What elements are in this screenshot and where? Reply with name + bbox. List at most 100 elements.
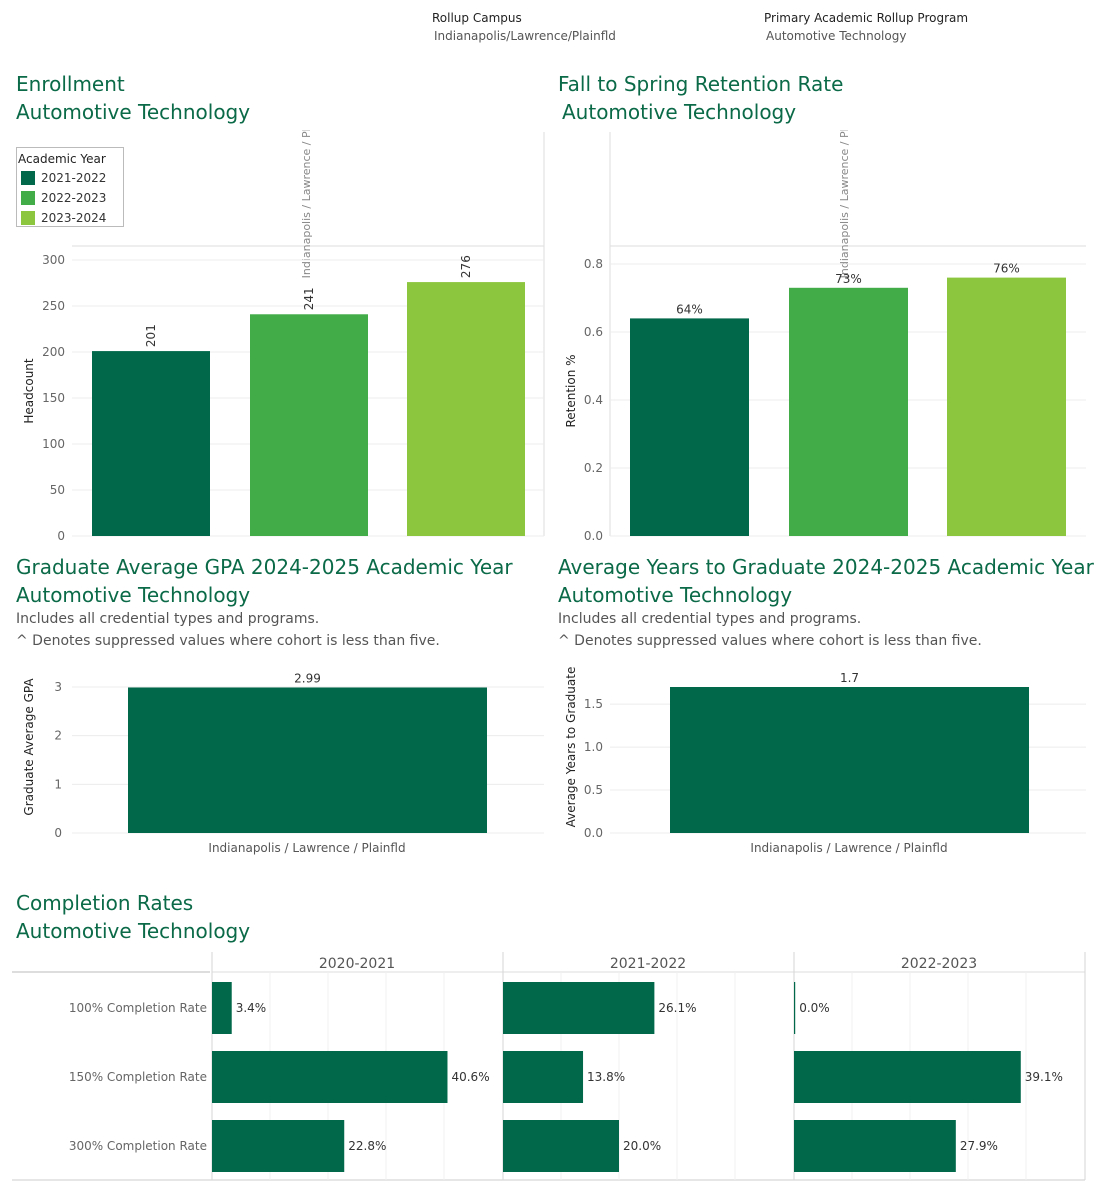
data-label: 201 xyxy=(144,324,158,347)
legend-swatch-mid xyxy=(21,191,35,205)
y-tick-label: 200 xyxy=(42,345,65,359)
completion-bar[interactable] xyxy=(212,1120,345,1172)
completion-bar[interactable] xyxy=(794,1120,956,1172)
completion-label: 3.4% xyxy=(236,1001,267,1015)
legend-item-2021-2022[interactable]: 2021-2022 xyxy=(17,168,123,188)
enrollment-subtitle: Automotive Technology xyxy=(16,100,251,124)
legend-swatch-dark xyxy=(21,171,35,185)
legend-title: Academic Year xyxy=(18,152,106,166)
enrollment-chart: Indianapolis / Lawrence / Plainfld Headc… xyxy=(22,130,545,542)
completion-label: 39.1% xyxy=(1025,1070,1063,1084)
data-label: 241 xyxy=(302,287,316,310)
legend-item-2022-2023[interactable]: 2022-2023 xyxy=(17,188,123,208)
completion-label: 13.8% xyxy=(587,1070,625,1084)
years-subtitle: Automotive Technology xyxy=(558,583,793,607)
row-label: 300% Completion Rate xyxy=(69,1139,207,1153)
retention-column-header: Indianapolis / Lawrence / Plainfld xyxy=(838,130,851,278)
retention-title: Fall to Spring Retention Rate xyxy=(558,72,844,96)
legend-label: 2022-2023 xyxy=(41,191,107,205)
legend-label: 2023-2024 xyxy=(41,211,107,225)
completion-bar[interactable] xyxy=(794,1051,1021,1103)
y-tick-label: 0 xyxy=(54,826,62,840)
retention-y-label: Retention % xyxy=(564,354,578,427)
retention-subtitle: Automotive Technology xyxy=(562,100,797,124)
completion-bar[interactable] xyxy=(503,1051,584,1103)
y-tick-label: 50 xyxy=(50,483,65,497)
data-label: 64% xyxy=(676,302,703,316)
program-filter-title: Primary Academic Rollup Program xyxy=(764,11,969,25)
y-tick-label: 0.4 xyxy=(584,393,603,407)
panel-header: 2022-2023 xyxy=(901,956,977,972)
y-tick-label: 150 xyxy=(42,391,65,405)
completion-bar[interactable] xyxy=(212,982,232,1034)
bar[interactable] xyxy=(128,687,487,833)
bar[interactable] xyxy=(670,687,1029,833)
completion-bar[interactable] xyxy=(503,1120,619,1172)
gpa-subtitle: Automotive Technology xyxy=(16,583,251,607)
completion-label: 20.0% xyxy=(623,1139,661,1153)
legend-swatch-light xyxy=(21,211,35,225)
completion-chart: 100% Completion Rate 150% Completion Rate… xyxy=(12,952,1086,1181)
years-x-category: Indianapolis / Lawrence / Plainfld xyxy=(750,841,947,855)
completion-subtitle: Automotive Technology xyxy=(16,919,251,943)
bar[interactable] xyxy=(789,287,908,536)
bar[interactable] xyxy=(630,318,749,536)
panel-header: 2021-2022 xyxy=(610,956,686,972)
bar[interactable] xyxy=(947,277,1066,536)
y-tick-label: 100 xyxy=(42,437,65,451)
y-tick-label: 0.0 xyxy=(584,529,603,542)
completion-label: 0.0% xyxy=(799,1001,830,1015)
retention-chart: Indianapolis / Lawrence / Plainfld Reten… xyxy=(564,130,1086,542)
program-filter-value[interactable]: Automotive Technology xyxy=(766,29,907,43)
gpa-chart: Graduate Average GPA Indianapolis / Lawr… xyxy=(22,671,544,855)
bar[interactable] xyxy=(92,351,210,536)
enrollment-title: Enrollment xyxy=(16,72,125,96)
gpa-x-category: Indianapolis / Lawrence / Plainfld xyxy=(208,841,405,855)
data-label: 276 xyxy=(459,255,473,278)
gpa-title: Graduate Average GPA 2024-2025 Academic … xyxy=(16,555,513,579)
completion-label: 27.9% xyxy=(960,1139,998,1153)
y-tick-label: 0.2 xyxy=(584,461,603,475)
years-note-credential: Includes all credential types and progra… xyxy=(558,611,862,627)
completion-bar[interactable] xyxy=(503,982,655,1034)
enrollment-y-label: Headcount xyxy=(22,358,36,424)
data-label: 76% xyxy=(993,262,1020,276)
enrollment-column-header: Indianapolis / Lawrence / Plainfld xyxy=(300,130,313,278)
years-chart: Average Years to Graduate Indianapolis /… xyxy=(564,667,1086,855)
data-label: 1.7 xyxy=(840,671,859,685)
completion-bar[interactable] xyxy=(212,1051,448,1103)
row-label: 100% Completion Rate xyxy=(69,1001,207,1015)
data-label: 73% xyxy=(835,272,862,286)
campus-filter-title: Rollup Campus xyxy=(432,11,522,25)
gpa-y-label: Graduate Average GPA xyxy=(22,678,36,816)
bar[interactable] xyxy=(407,282,525,536)
completion-label: 22.8% xyxy=(348,1139,386,1153)
bar[interactable] xyxy=(250,314,368,536)
y-tick-label: 0.6 xyxy=(584,325,603,339)
y-tick-label: 0 xyxy=(57,529,65,542)
row-label: 150% Completion Rate xyxy=(69,1070,207,1084)
gpa-note-credential: Includes all credential types and progra… xyxy=(16,611,320,627)
y-tick-label: 0.8 xyxy=(584,257,603,271)
y-tick-label: 1 xyxy=(54,777,62,791)
academic-year-legend[interactable]: Academic Year 2021-2022 2022-2023 2023-2… xyxy=(16,147,124,227)
years-note-suppressed: ^ Denotes suppressed values where cohort… xyxy=(558,633,982,649)
y-tick-label: 1.0 xyxy=(584,740,603,754)
completion-label: 26.1% xyxy=(658,1001,696,1015)
gpa-note-suppressed: ^ Denotes suppressed values where cohort… xyxy=(16,633,440,649)
y-tick-label: 0.5 xyxy=(584,783,603,797)
y-tick-label: 2 xyxy=(54,729,62,743)
campus-filter-value[interactable]: Indianapolis/Lawrence/Plainfld xyxy=(434,29,616,43)
legend-item-2023-2024[interactable]: 2023-2024 xyxy=(17,208,123,228)
completion-title: Completion Rates xyxy=(16,891,194,915)
y-tick-label: 0.0 xyxy=(584,826,603,840)
years-y-label: Average Years to Graduate xyxy=(564,667,578,828)
y-tick-label: 250 xyxy=(42,299,65,313)
completion-label: 40.6% xyxy=(451,1070,489,1084)
y-tick-label: 300 xyxy=(42,253,65,267)
y-tick-label: 3 xyxy=(54,680,62,694)
y-tick-label: 1.5 xyxy=(584,697,603,711)
data-label: 2.99 xyxy=(294,671,321,685)
completion-bar[interactable] xyxy=(794,982,796,1034)
years-title: Average Years to Graduate 2024-2025 Acad… xyxy=(558,555,1094,579)
